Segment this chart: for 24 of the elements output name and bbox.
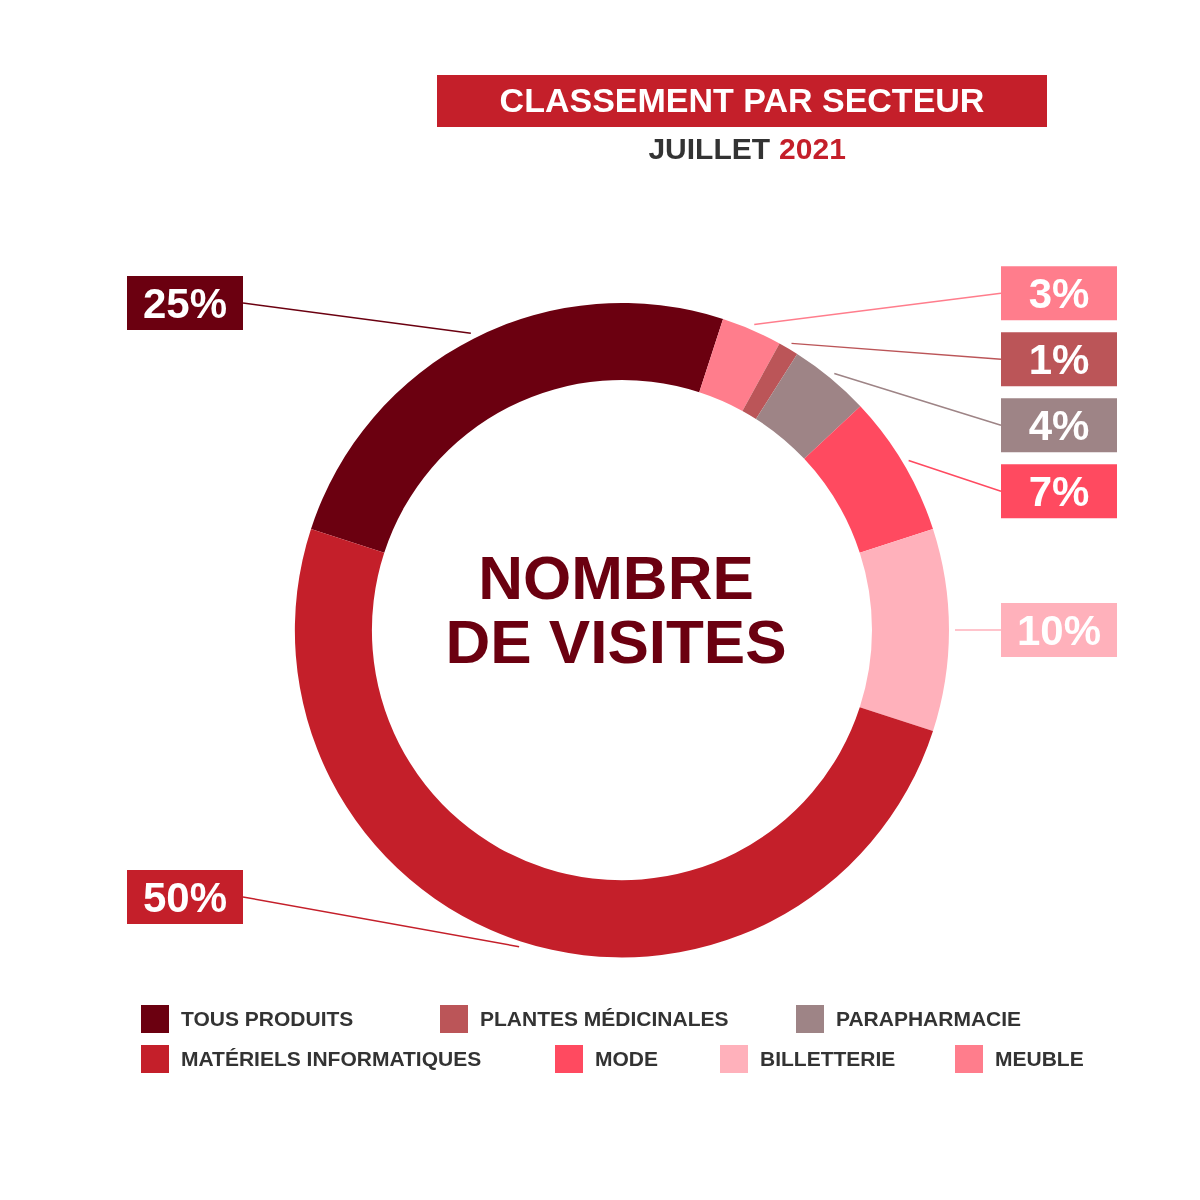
data-label: 7% xyxy=(1028,468,1090,516)
data-label: 25% xyxy=(142,280,228,327)
legend-label: PARAPHARMACIE xyxy=(836,1007,1022,1030)
data-label: 50% xyxy=(142,874,228,921)
text: NOMBRE DE VISITES xyxy=(445,543,787,676)
donut-slice xyxy=(699,319,780,411)
donut-slice xyxy=(859,528,949,732)
data-label: 3% xyxy=(1028,270,1090,318)
legend-label: MODE xyxy=(595,1047,658,1070)
legend-label: PLANTES MÉDICINALES xyxy=(480,1007,729,1030)
donut-slice xyxy=(295,528,933,958)
legend-label: MEUBLE xyxy=(995,1047,1084,1070)
chart-subtitle: JUILLET 2021 xyxy=(648,132,846,165)
donut-slice xyxy=(311,303,724,553)
legend-label: BILLETTERIE xyxy=(760,1047,896,1070)
donut-slice xyxy=(755,353,861,459)
legend-label: TOUS PRODUITS xyxy=(181,1007,354,1030)
legend-label: MATÉRIELS INFORMATIQUES xyxy=(181,1047,482,1070)
data-label: 10% xyxy=(1016,607,1102,654)
data-label: 1% xyxy=(1028,336,1090,384)
data-label: 4% xyxy=(1028,402,1090,450)
donut-slice xyxy=(742,343,798,419)
donut-slice xyxy=(804,406,933,553)
chart-title: CLASSEMENT PAR SECTEUR xyxy=(499,81,985,119)
